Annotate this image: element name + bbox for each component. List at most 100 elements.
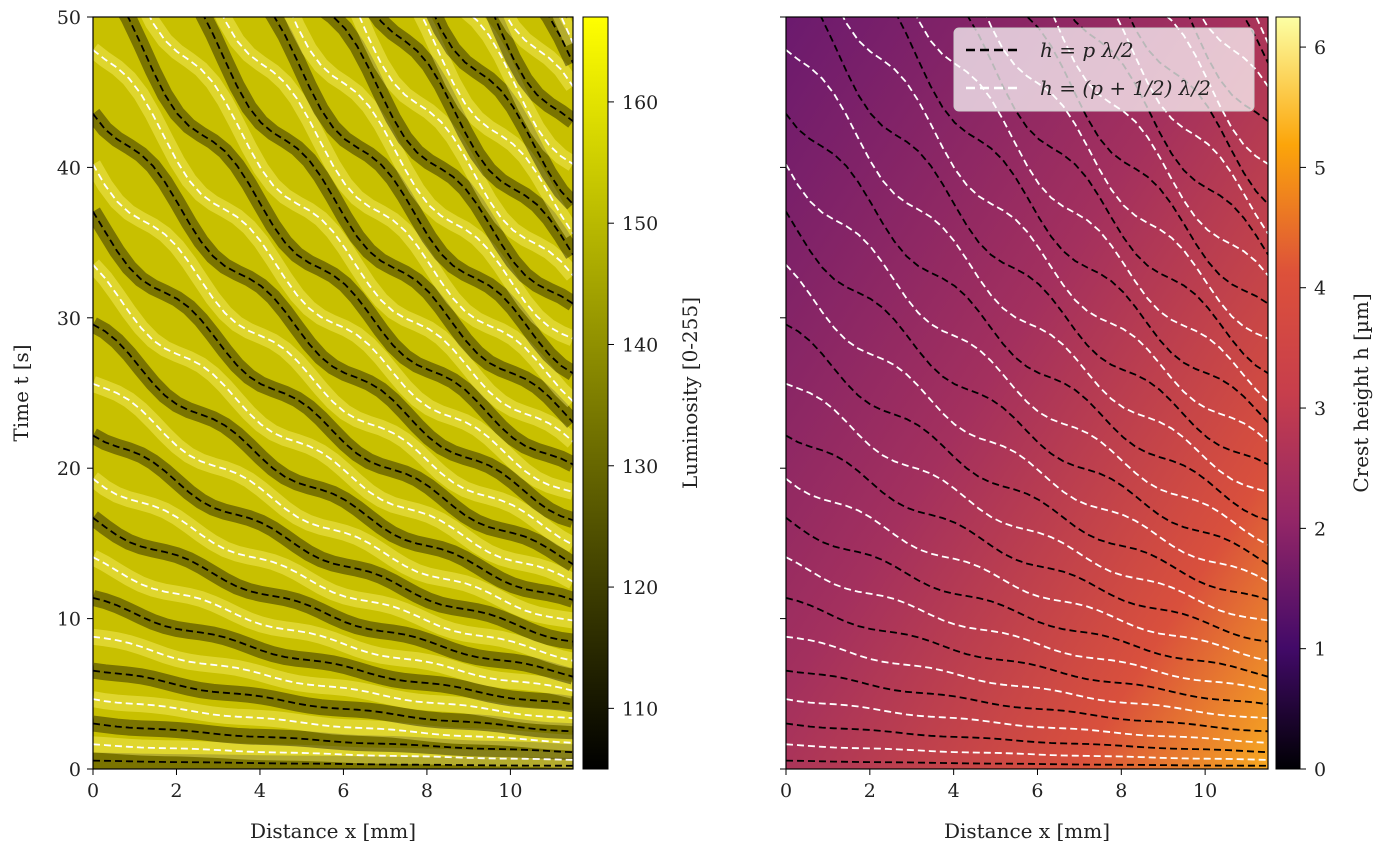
y-tick-label: 50 bbox=[57, 7, 81, 29]
contour-half-order bbox=[786, 698, 1268, 744]
contour-integer-order bbox=[786, 323, 1268, 601]
colorbar-tick-label: 3 bbox=[1314, 398, 1326, 420]
x-tick-label: 4 bbox=[254, 780, 266, 802]
contour-half-order bbox=[93, 556, 573, 692]
contour-integer-order bbox=[786, 434, 1268, 643]
contour-integer-order bbox=[203, 17, 573, 424]
contour-half-order bbox=[786, 477, 1268, 662]
contour-integer-order bbox=[434, 17, 573, 205]
contour-half-order bbox=[222, 17, 573, 403]
contour-half-order bbox=[786, 743, 1268, 761]
x-tick-label: 0 bbox=[780, 780, 792, 802]
right-colorbar: 0 1 2 3 4 5 6 Crest height h [µm] bbox=[1275, 16, 1373, 781]
contour-half-order bbox=[93, 635, 573, 719]
contour-half-order bbox=[421, 17, 573, 235]
contour-half-order bbox=[292, 17, 573, 340]
contour-integer-order bbox=[896, 17, 1268, 424]
left-y-ticks: 0 10 20 30 40 50 bbox=[57, 7, 93, 781]
contour-half-order bbox=[93, 163, 573, 546]
right-colorbar-label: Crest height h [µm] bbox=[1349, 293, 1373, 492]
contour-half-order bbox=[786, 163, 1268, 546]
x-tick-label: 2 bbox=[170, 780, 182, 802]
x-tick-label: 6 bbox=[1031, 780, 1043, 802]
y-tick-label: 40 bbox=[57, 157, 81, 179]
contour-half-order bbox=[93, 49, 573, 493]
fringe-band bbox=[460, 17, 573, 171]
contour-integer-order bbox=[93, 211, 573, 566]
colorbar-tick-label: 160 bbox=[622, 92, 658, 114]
colorbar-tick-label: 120 bbox=[622, 577, 658, 599]
contour-integer-order bbox=[786, 759, 1268, 767]
contour-integer-order bbox=[93, 323, 573, 601]
right-colorbar-bar bbox=[1275, 16, 1301, 770]
x-tick-label: 8 bbox=[1115, 780, 1127, 802]
contour-integer-order bbox=[786, 669, 1268, 733]
contour-half-order bbox=[786, 49, 1268, 493]
contour-half-order bbox=[93, 477, 573, 662]
left-x-ticks: 0 2 4 6 8 10 bbox=[87, 769, 522, 802]
right-y-ticks bbox=[780, 16, 786, 770]
right-heatmap-background bbox=[786, 17, 1268, 769]
y-tick-label: 30 bbox=[57, 308, 81, 330]
contour-integer-order bbox=[93, 759, 573, 767]
x-tick-label: 8 bbox=[421, 780, 433, 802]
colorbar-tick-label: 6 bbox=[1314, 37, 1326, 59]
contour-integer-order bbox=[1026, 17, 1268, 305]
fringe-band bbox=[368, 17, 573, 259]
left-contours bbox=[93, 0, 573, 767]
contour-half-order bbox=[786, 556, 1268, 692]
left-x-axis-label: Distance x [mm] bbox=[250, 819, 416, 843]
contour-half-order bbox=[1052, 17, 1268, 276]
colorbar-tick-label: 150 bbox=[622, 213, 658, 235]
contour-integer-order bbox=[786, 722, 1268, 754]
contour-integer-order bbox=[273, 17, 573, 375]
contour-half-order bbox=[786, 382, 1268, 622]
colorbar-tick-label: 4 bbox=[1314, 278, 1326, 300]
y-tick-label: 0 bbox=[69, 759, 81, 781]
right-axes-frame bbox=[785, 16, 1269, 770]
contour-half-order bbox=[148, 17, 573, 443]
contour-half-order bbox=[1115, 17, 1268, 235]
contour-integer-order bbox=[93, 722, 573, 754]
left-y-axis-label: Time t [s] bbox=[9, 344, 33, 441]
contour-integer-order bbox=[93, 0, 573, 14]
colorbar-tick-label: 1 bbox=[1314, 639, 1326, 661]
x-tick-label: 2 bbox=[864, 780, 876, 802]
legend: h = p λ/2 h = (p + 1/2) λ/2 bbox=[953, 27, 1255, 112]
contour-half-order bbox=[93, 382, 573, 622]
right-x-axis-label: Distance x [mm] bbox=[944, 819, 1110, 843]
x-tick-label: 0 bbox=[87, 780, 99, 802]
left-colorbar: 110 120 130 140 150 160 Luminosity [0-255] bbox=[582, 16, 702, 770]
contour-integer-order bbox=[786, 113, 1268, 522]
x-tick-label: 6 bbox=[337, 780, 349, 802]
contour-integer-order bbox=[332, 17, 573, 305]
right-x-ticks: 0 2 4 6 8 10 bbox=[780, 769, 1217, 802]
fringe-band bbox=[93, 259, 573, 589]
y-tick-label: 20 bbox=[57, 458, 81, 480]
colorbar-tick-label: 5 bbox=[1314, 157, 1326, 179]
y-tick-label: 10 bbox=[57, 609, 81, 631]
right-colorbar-ticks: 0 1 2 3 4 5 6 bbox=[1300, 37, 1326, 781]
contour-half-order bbox=[842, 17, 1268, 443]
colorbar-tick-label: 130 bbox=[622, 456, 658, 478]
contour-integer-order bbox=[819, 17, 1268, 466]
contour-integer-order bbox=[786, 211, 1268, 566]
colorbar-tick-label: 110 bbox=[622, 698, 658, 720]
left-heatmap-background bbox=[93, 17, 573, 769]
left-colorbar-label: Luminosity [0-255] bbox=[678, 297, 702, 489]
contour-half-order bbox=[786, 635, 1268, 719]
x-tick-label: 10 bbox=[1193, 780, 1217, 802]
contour-integer-order bbox=[93, 597, 573, 706]
left-colorbar-bar bbox=[582, 16, 609, 770]
contour-integer-order bbox=[93, 669, 573, 733]
left-panel: 0 2 4 6 8 10 0 10 20 30 40 50 Distance x [mm] Time… bbox=[9, 0, 574, 843]
contour-half-order bbox=[915, 17, 1268, 403]
contour-integer-order bbox=[93, 113, 573, 522]
contour-half-order bbox=[358, 17, 573, 276]
fringe-band bbox=[565, 17, 569, 19]
colorbar-tick-label: 0 bbox=[1314, 759, 1326, 781]
contour-integer-order bbox=[93, 516, 573, 678]
right-panel: 0 2 4 6 8 10 Distance x [mm] h = p λ/2 h = (p… bbox=[780, 16, 1269, 843]
contour-half-order bbox=[93, 743, 573, 761]
